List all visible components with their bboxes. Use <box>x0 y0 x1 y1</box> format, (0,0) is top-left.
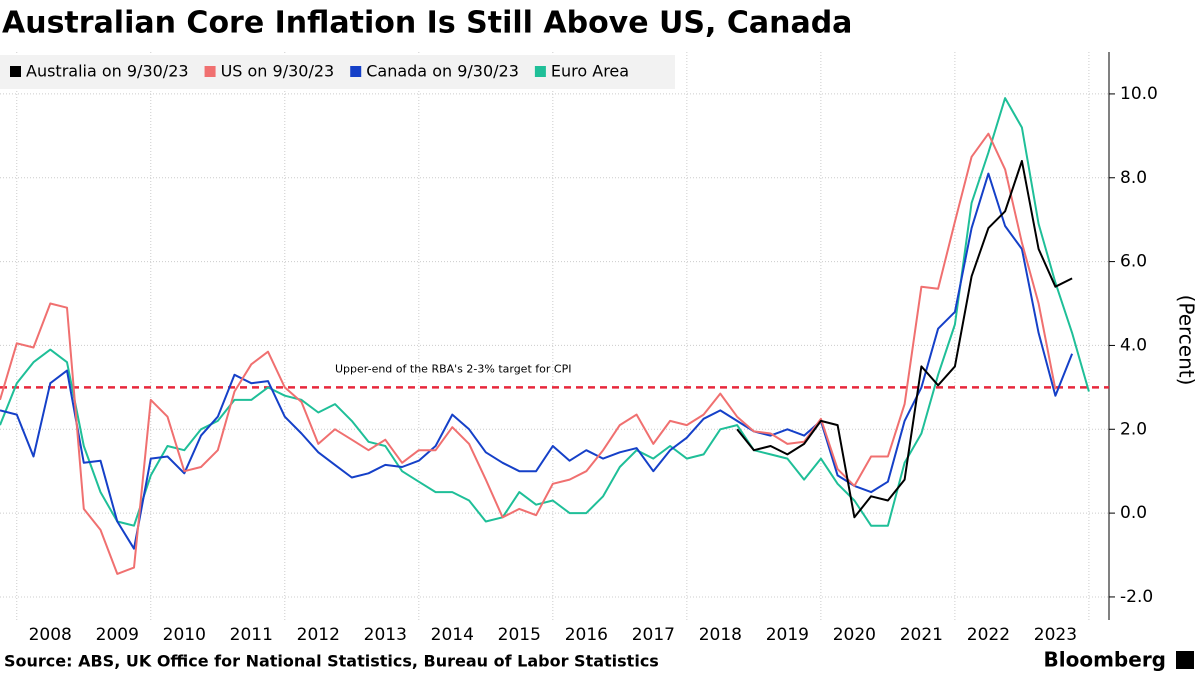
y-axis-label: (Percent) <box>1175 295 1199 386</box>
x-tick-label: 2010 <box>163 625 206 645</box>
source: Source: ABS, UK Office for National Stat… <box>4 652 659 671</box>
x-tick-label: 2017 <box>632 625 675 645</box>
x-tick-label: 2012 <box>297 625 340 645</box>
y-tick-label: 4.0 <box>1120 335 1147 355</box>
legend-box <box>0 55 675 89</box>
y-tick-label: -2.0 <box>1120 587 1153 607</box>
x-tick-label: 2011 <box>230 625 273 645</box>
chart-title: Australian Core Inflation Is Still Above… <box>2 6 852 41</box>
x-tick-label: 2019 <box>766 625 809 645</box>
legend-label: Canada on 9/30/23 <box>366 62 519 81</box>
legend-swatch <box>204 66 216 77</box>
y-tick-label: 2.0 <box>1120 419 1147 439</box>
legend-swatch <box>10 66 21 77</box>
y-tick-label: 6.0 <box>1120 252 1147 272</box>
x-tick-label: 2015 <box>498 625 541 645</box>
reference-label: Upper-end of the RBA's 2-3% target for C… <box>335 362 571 375</box>
x-tick-label: 2014 <box>431 625 474 645</box>
y-tick-label: 10.0 <box>1120 84 1158 104</box>
x-tick-label: 2021 <box>900 625 943 645</box>
brand-icon <box>1176 651 1194 669</box>
x-tick-label: 2018 <box>699 625 742 645</box>
y-tick-label: 0.0 <box>1120 503 1147 523</box>
x-tick-label: 2022 <box>967 625 1010 645</box>
legend-swatch <box>350 66 362 77</box>
series-line <box>0 97 1090 527</box>
brand: Bloomberg <box>1044 648 1166 672</box>
x-tick-label: 2009 <box>96 625 139 645</box>
legend-label: Australia on 9/30/23 <box>26 62 189 81</box>
x-tick-label: 2023 <box>1034 625 1077 645</box>
x-tick-label: 2013 <box>364 625 407 645</box>
y-tick-label: 8.0 <box>1120 168 1147 188</box>
series-line <box>0 132 1057 575</box>
legend-swatch <box>534 66 546 77</box>
legend-label: US on 9/30/23 <box>221 62 335 81</box>
series-line <box>736 160 1073 519</box>
legend-label: Euro Area <box>551 62 629 81</box>
series-line <box>0 172 1074 550</box>
x-tick-label: 2016 <box>565 625 608 645</box>
x-tick-label: 2020 <box>833 625 876 645</box>
x-tick-label: 2008 <box>29 625 72 645</box>
